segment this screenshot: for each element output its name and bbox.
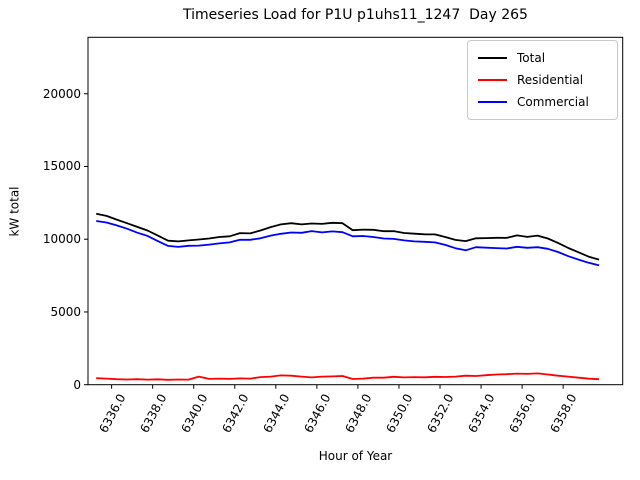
legend-line-swatch [478,57,507,59]
series-line-residential [96,372,600,381]
legend-item-total: Total [478,47,607,69]
legend: Total Residential Commercial [467,40,618,120]
legend-item-residential: Residential [478,69,607,91]
legend-line-swatch [478,101,507,103]
y-tick-label: 5000 [50,304,81,319]
x-axis-label: Hour of Year [318,449,393,463]
y-tick-label: 20000 [42,86,81,101]
legend-label: Residential [517,73,584,87]
y-axis-label: kW total [7,186,22,237]
y-tick-label: 10000 [42,232,81,247]
y-tick-label: 0 [73,377,81,392]
legend-label: Total [517,51,546,65]
series-line-total [96,212,600,261]
legend-label: Commercial [517,95,589,109]
y-tick-label: 15000 [42,159,81,174]
legend-line-swatch [478,79,507,81]
series-line-commercial [96,220,600,267]
legend-item-commercial: Commercial [478,91,607,113]
chart-title: Timeseries Load for P1U p1uhs11_1247 Day… [183,7,528,23]
axes-frame [87,36,624,386]
